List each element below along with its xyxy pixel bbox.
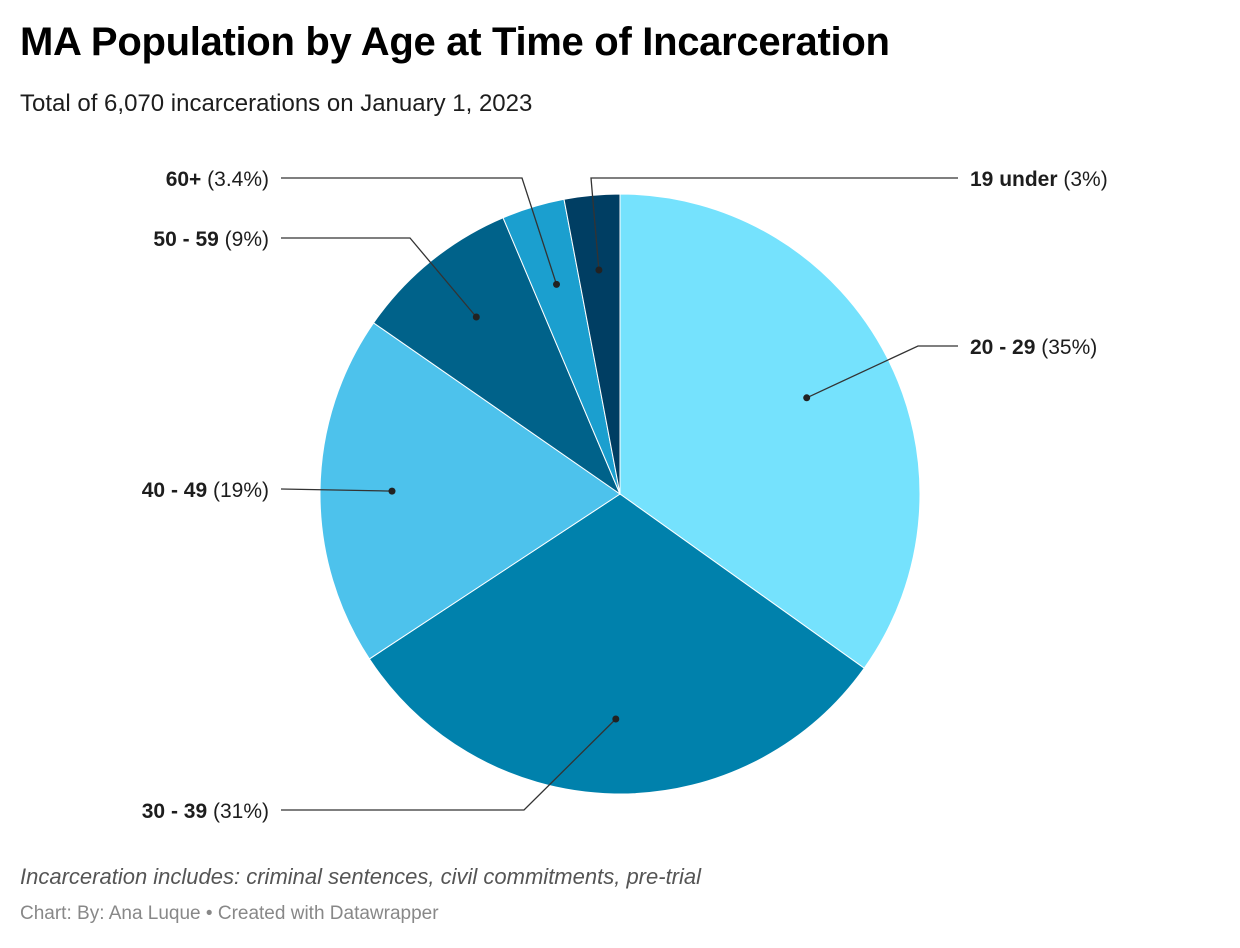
- slice-label-value: (19%): [207, 479, 269, 502]
- chart-notes: Incarceration includes: criminal sentenc…: [20, 864, 702, 889]
- slice-labels: 20 - 29 (35%) 30 - 39 (31%) 40 - 49 (19%) 5…: [142, 168, 1108, 823]
- slice-label-value: (35%): [1035, 336, 1097, 359]
- pie-slices: [319, 193, 921, 795]
- pie-slice-30-39[interactable]: [368, 493, 865, 795]
- leader-line-20-29: [806, 345, 958, 399]
- leader-line-60: [281, 177, 558, 285]
- slice-label-19-under: 19 under (3%): [970, 168, 1108, 191]
- leader-line-40-49: [280, 488, 393, 492]
- slice-label-category: 60+: [166, 168, 202, 191]
- slice-label-20-29: 20 - 29 (35%): [970, 336, 1097, 359]
- slice-label-category: 30 - 39: [142, 800, 207, 823]
- leader-dot-30-39: [612, 715, 620, 723]
- leader-line-19-under: [590, 177, 958, 271]
- credit-tool-link[interactable]: Created with Datawrapper: [217, 903, 439, 924]
- pie-slice-20-29[interactable]: [619, 193, 921, 669]
- leader-line-30-39: [281, 718, 617, 811]
- slice-label-category: 19 under: [970, 168, 1058, 191]
- credit-separator: •: [200, 903, 218, 924]
- slice-label-category: 50 - 59: [153, 228, 218, 251]
- leader-dot-19-under: [595, 266, 603, 274]
- leader-dot-60: [553, 280, 560, 288]
- pie-slice-50-59[interactable]: [372, 217, 622, 496]
- leader-dot-50-59: [472, 313, 480, 321]
- slice-label-60: 60+ (3.4%): [166, 168, 269, 191]
- slice-label-30-39: 30 - 39 (31%): [142, 800, 269, 823]
- chart-subtitle: Total of 6,070 incarcerations on January…: [20, 90, 533, 117]
- credit-author: Chart: By: Ana Luque: [20, 903, 201, 924]
- slice-label-value: (3.4%): [201, 168, 269, 191]
- slice-label-value: (3%): [1058, 168, 1108, 191]
- slice-label-category: 40 - 49: [142, 479, 207, 502]
- pie-chart: 20 - 29 (35%) 30 - 39 (31%) 40 - 49 (19%) 5…: [142, 168, 1108, 823]
- leader-line-50-59: [281, 237, 477, 318]
- chart-credit: Chart: By: Ana Luque • Created with Data…: [20, 903, 439, 925]
- label-leader-lines: [280, 177, 958, 811]
- slice-label-value: (31%): [207, 800, 269, 823]
- slice-label-category: 20 - 29: [970, 336, 1035, 359]
- slice-label-50-59: 50 - 59 (9%): [153, 228, 269, 251]
- chart-title: MA Population by Age at Time of Incarcer…: [20, 20, 890, 64]
- slice-label-40-49: 40 - 49 (19%): [142, 479, 269, 502]
- leader-dot-20-29: [803, 394, 811, 402]
- slice-label-value: (9%): [219, 228, 269, 251]
- leader-dot-40-49: [388, 487, 396, 495]
